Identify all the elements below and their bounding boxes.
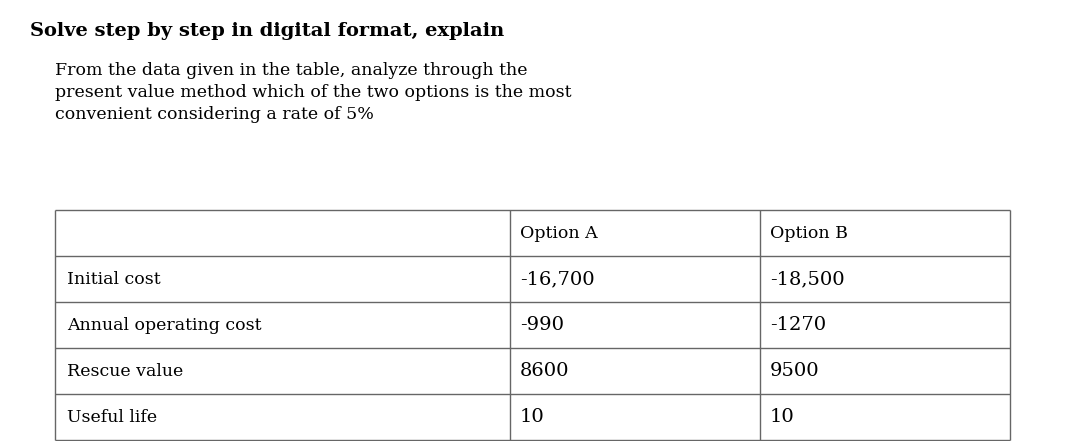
Text: -16,700: -16,700 [520,270,594,288]
Text: 10: 10 [770,408,794,426]
Text: Solve step by step in digital format, explain: Solve step by step in digital format, ex… [30,22,505,40]
Text: present value method which of the two options is the most: present value method which of the two op… [55,84,572,101]
Text: Useful life: Useful life [67,408,157,426]
Text: -18,500: -18,500 [770,270,845,288]
Text: convenient considering a rate of 5%: convenient considering a rate of 5% [55,106,374,123]
Text: Annual operating cost: Annual operating cost [67,317,262,333]
Text: -990: -990 [520,316,564,334]
Text: Option B: Option B [770,224,848,242]
Text: Option A: Option A [520,224,598,242]
Text: 8600: 8600 [520,362,570,380]
Text: -1270: -1270 [770,316,826,334]
Text: 9500: 9500 [770,362,820,380]
Text: Initial cost: Initial cost [67,270,160,288]
Text: From the data given in the table, analyze through the: From the data given in the table, analyz… [55,62,527,79]
Text: 10: 10 [520,408,545,426]
Text: Rescue value: Rescue value [67,363,183,380]
